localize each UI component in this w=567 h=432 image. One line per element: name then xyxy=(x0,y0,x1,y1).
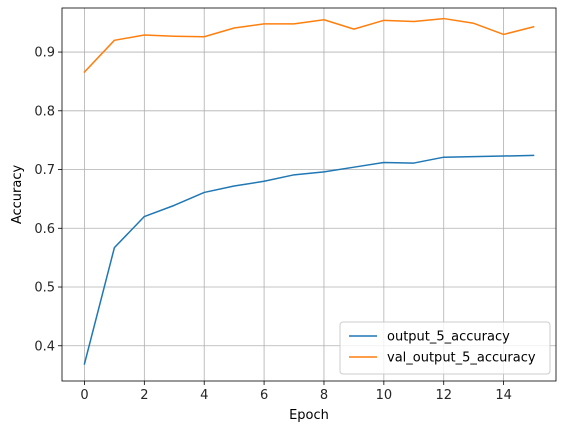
x-axis-label: Epoch xyxy=(289,408,329,423)
x-tick-label: 0 xyxy=(80,388,88,403)
x-tick-label: 10 xyxy=(376,388,393,403)
grid xyxy=(62,8,556,381)
legend-label-val-output-5-accuracy: val_output_5_accuracy xyxy=(387,351,536,366)
x-axis-ticks: 0 2 4 6 8 10 12 14 xyxy=(80,381,512,403)
legend: output_5_accuracy val_output_5_accuracy xyxy=(339,321,551,375)
x-tick-label: 4 xyxy=(200,388,208,403)
series-layer xyxy=(83,17,535,365)
legend-label-output-5-accuracy: output_5_accuracy xyxy=(387,330,510,345)
x-tick-label: 12 xyxy=(435,388,452,403)
y-tick-label: 0.9 xyxy=(34,46,55,61)
x-tick-label: 6 xyxy=(260,388,268,403)
x-tick-label: 14 xyxy=(495,388,512,403)
legend-box xyxy=(339,321,551,375)
y-tick-label: 0.7 xyxy=(34,163,55,178)
y-axis-ticks: 0.4 0.5 0.6 0.7 0.8 0.9 xyxy=(34,46,62,354)
plot-frame xyxy=(61,7,557,382)
y-tick-label: 0.8 xyxy=(34,104,55,119)
series-line-output-5-accuracy xyxy=(83,154,535,365)
y-tick-label: 0.5 xyxy=(34,281,55,296)
y-axis-label: Accuracy xyxy=(10,165,25,225)
y-tick-label: 0.6 xyxy=(34,222,55,237)
x-tick-label: 2 xyxy=(140,388,148,403)
y-tick-label: 0.4 xyxy=(34,339,55,354)
x-tick-label: 8 xyxy=(320,388,328,403)
series-line-val-output-5-accuracy xyxy=(83,17,535,74)
